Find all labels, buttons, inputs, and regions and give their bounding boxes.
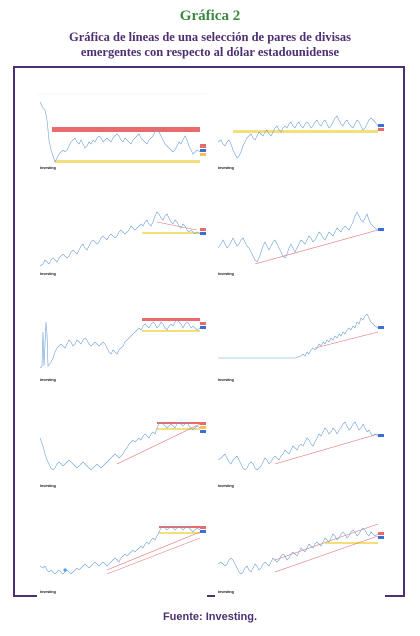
figure-source: Fuente: Investing. [162,611,258,623]
investing-watermark: Investing [218,378,234,382]
currency-chart: Investing [37,186,207,282]
currency-chart: Investing [37,292,207,388]
support-band [157,428,200,430]
resistance-band [142,318,200,321]
support-band [55,160,200,163]
trend-line [314,331,379,349]
resistance-band [157,422,200,424]
price-line [217,421,379,471]
trend-line [106,537,201,575]
investing-watermark: Investing [218,484,234,488]
figure-subtitle: Gráfica de líneas de una selección de pa… [20,30,400,60]
investing-watermark: Investing [218,272,234,276]
charts-frame: Investing Investing Investing Investing [13,66,405,600]
investing-watermark: Investing [218,590,234,594]
investing-watermark: Investing [40,378,56,382]
currency-chart: Investing [215,292,385,388]
resistance-band [52,127,200,132]
support-band [142,330,200,332]
currency-chart: Investing [215,186,385,282]
price-line [217,115,379,159]
investing-watermark: Investing [40,272,56,276]
trend-line [274,433,379,465]
investing-watermark: Investing [40,484,56,488]
currency-chart: Investing [37,398,207,494]
price-line [39,101,201,163]
resistance-band [159,526,200,528]
trend-line [116,423,201,465]
investing-watermark: Investing [40,166,56,170]
price-line [218,313,379,359]
trend-line [106,531,201,571]
price-line [39,319,201,369]
price-line [217,527,379,575]
currency-chart: Investing [215,398,385,494]
currency-chart: Investing [37,80,207,176]
investing-watermark: Investing [218,166,234,170]
support-band [325,542,378,544]
trend-line [254,229,379,265]
currency-chart: Investing [215,504,385,600]
trend-line [274,535,379,573]
support-band [142,232,200,234]
price-line [39,421,201,471]
currency-chart: Investing [37,504,207,600]
support-band [159,532,200,534]
currency-chart: Investing [215,80,385,176]
investing-watermark: Investing [40,590,56,594]
trend-line [156,221,198,231]
price-line [217,211,379,263]
figure-subtitle-line-1: Gráfica de líneas de una selección de pa… [68,30,352,44]
figure-title: Gráfica 2 [179,8,241,24]
price-line [39,525,201,575]
support-band [233,130,378,133]
price-line [39,211,201,267]
figure-subtitle-line-2: emergentes con respecto al dólar estadou… [80,45,340,59]
